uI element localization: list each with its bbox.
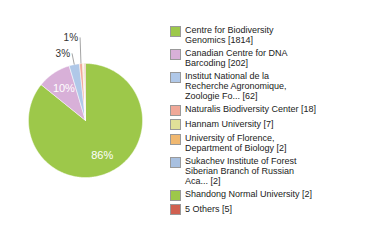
html-text:University of Florence, Depart: University of Florence, Department of Bi… bbox=[185, 133, 287, 153]
html-text:Centre for Biodiversity Genomi: Centre for Biodiversity Genomics [1814] bbox=[185, 25, 274, 45]
html-text:Shandong Normal University [2]: Shandong Normal University [2] bbox=[185, 189, 313, 199]
html-text:Naturalis Biodiversity Center: Naturalis Biodiversity Center [18] bbox=[185, 104, 317, 114]
svg-text:10%: 10% bbox=[53, 82, 75, 94]
svg-text:1%: 1% bbox=[64, 32, 79, 43]
html-text:5 Others [5]: 5 Others [5] bbox=[185, 203, 232, 214]
html-text:Canadian Centre for DNA Barcod: Canadian Centre for DNA Barcoding [202] bbox=[185, 48, 288, 68]
html-text:Hannam University [7]: Hannam University [7] bbox=[185, 118, 274, 129]
html-text:Sukachev Institute of Forest S: Sukachev Institute of Forest Siberian Br… bbox=[185, 156, 297, 186]
svg-text:86%: 86% bbox=[91, 149, 113, 161]
html-text:Institut National de la Recher: Institut National de la Recherche Agrono… bbox=[185, 71, 287, 101]
svg-text:3%: 3% bbox=[56, 48, 71, 59]
